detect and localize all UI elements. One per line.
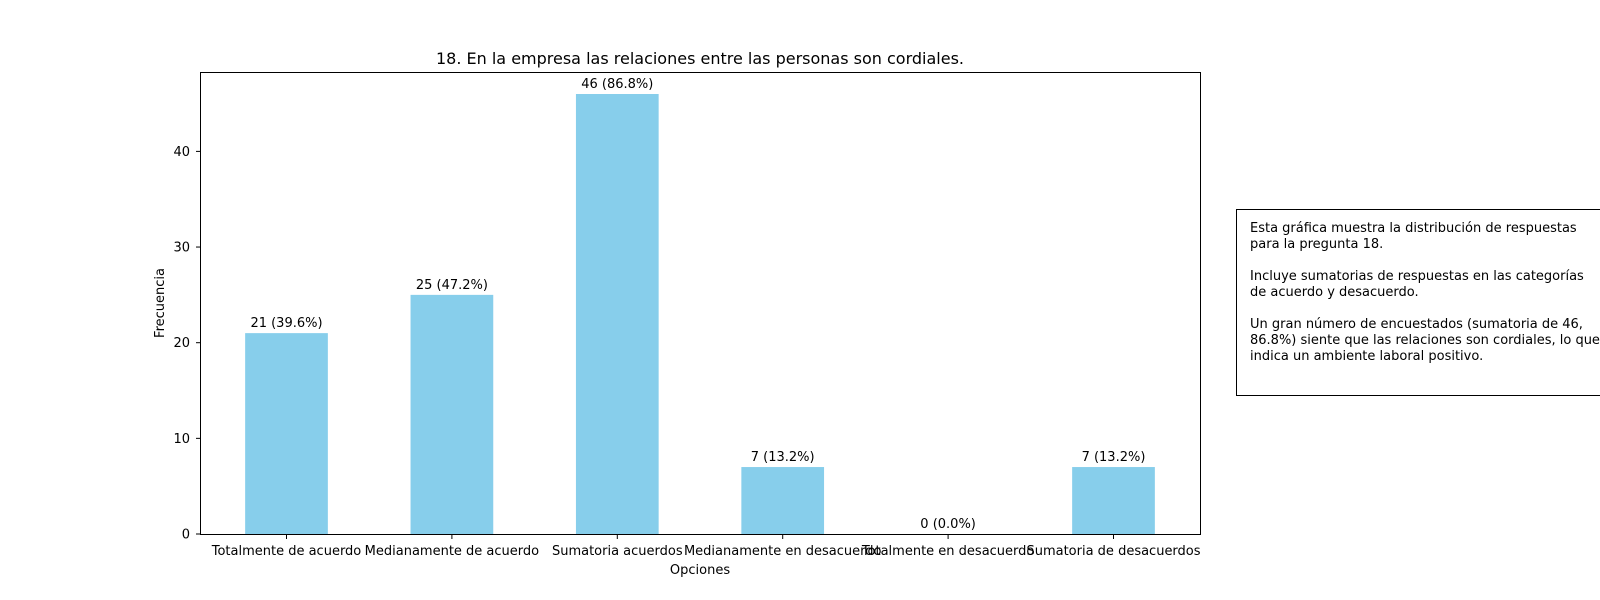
bars [245,94,1155,534]
y-tick-label-0: 0 [182,528,190,543]
data-label-2: 46 (86.8%) [581,77,653,92]
plot-frame [200,72,1201,535]
data-labels: 21 (39.6%) 25 (47.2%) 46 (86.8%) 7 (13.2%) 0… [250,77,1145,532]
data-label-4: 0 (0.0%) [920,517,976,532]
bar-5 [1072,467,1155,534]
x-tick-label-1: Medianamente de acuerdo [365,544,539,559]
x-tick-label-0: Totalmente de acuerdo [211,544,362,559]
data-label-5: 7 (13.2%) [1082,450,1146,465]
y-axis-label: Frecuencia [153,268,168,338]
y-tick-label-3: 30 [173,241,190,256]
x-tick-label-5: Sumatoria de desacuerdos [1026,544,1200,559]
data-label-3: 7 (13.2%) [751,450,815,465]
annotation-box: Esta gráfica muestra la distribución de … [1236,209,1600,396]
y-axis: 0 10 20 30 40 [173,145,201,543]
data-label-0: 21 (39.6%) [250,316,322,331]
y-tick-label-4: 40 [173,145,190,160]
x-tick-label-4: Totalmente en desacuerdo [861,544,1035,559]
chart-title: 18. En la empresa las relaciones entre l… [436,49,964,68]
x-axis-label: Opciones [670,563,730,578]
annotation-paragraph-2: Incluye sumatorias de respuestas en las … [1250,269,1584,300]
annotation-paragraph-3: Un gran número de encuestados (sumatoria… [1250,317,1600,364]
bar-2 [575,94,659,534]
x-tick-label-3: Medianamente en desacuerdo [684,544,881,559]
y-tick-label-1: 10 [173,432,190,447]
annotation-paragraph-1: Esta gráfica muestra la distribución de … [1250,221,1577,252]
x-axis: Totalmente de acuerdo Medianamente de acu… [211,534,1201,559]
y-tick-label-2: 20 [173,336,190,351]
bar-1 [410,294,494,534]
bar-0 [245,333,328,534]
bar-3 [741,467,825,534]
data-label-1: 25 (47.2%) [416,278,488,293]
x-tick-label-2: Sumatoria acuerdos [552,544,683,559]
